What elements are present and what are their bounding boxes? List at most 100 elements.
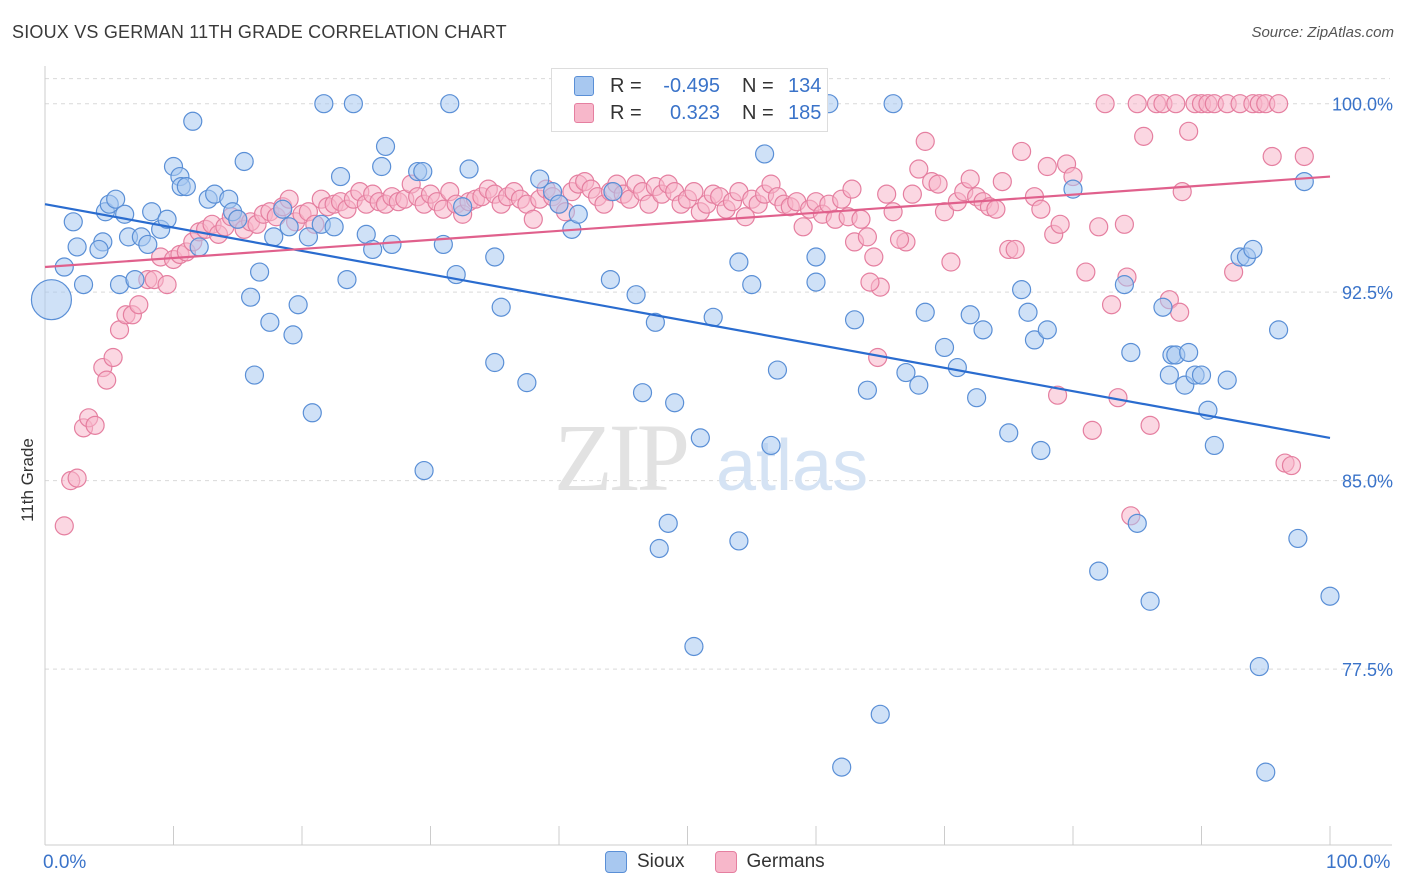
legend-n-label: N = [742,74,774,97]
sioux-point [414,460,434,481]
sioux-point [1037,320,1057,340]
sioux-point [1018,302,1038,322]
sioux-point [665,393,685,413]
sioux-point [279,217,299,237]
sioux-point [1204,435,1224,456]
germans-point [883,202,903,222]
germans-point [157,275,177,295]
sioux-point [337,269,357,290]
sioux-point [459,159,479,179]
sioux-point [603,182,623,202]
watermark-atlas: atlas [716,426,868,506]
germans-point [54,516,74,536]
x-tick-label-right: 100.0% [1326,852,1391,873]
legend-swatch-sioux [574,76,594,96]
y-tick-label: 85.0% [1342,472,1393,492]
legend-n-value-sioux: 134 [788,74,822,97]
sioux-point [729,531,749,551]
sioux-point [632,383,653,403]
germans-point [1134,126,1154,146]
sioux-point [234,151,254,172]
germans-point [1101,295,1122,315]
sioux-point [1114,275,1135,295]
sioux-point [298,227,319,247]
sioux-point [372,156,392,177]
sioux-point [125,269,145,290]
sioux-point [89,239,109,260]
watermark: ZIP atlas [554,404,868,511]
germans-point [851,209,871,229]
germans-point [915,131,935,151]
trend-lines [44,175,1331,439]
sioux-point [645,312,665,332]
chart-title: SIOUX VS GERMAN 11TH GRADE CORRELATION C… [12,22,507,42]
germans-point [1127,94,1147,114]
sioux-point [754,144,775,164]
germans-point [889,229,910,249]
germans-trend-line [44,175,1331,269]
legend-n-label: N = [742,101,774,124]
sioux-point [530,169,550,189]
germans-point [1047,385,1068,405]
sioux-point [176,177,196,197]
sioux-point [967,388,987,408]
sioux-point [517,373,537,393]
sioux-point [106,189,126,209]
sioux-point [330,166,351,187]
sioux-point [1011,280,1032,300]
germans-point [909,159,929,179]
germans-point [960,169,980,189]
germans-point [85,415,105,435]
sioux-point [870,704,890,724]
sioux-point [947,357,967,378]
y-axis-label: 11th Grade [18,438,37,522]
sioux-point [1153,297,1173,317]
sioux-trend-line [44,203,1331,439]
germans-point [103,347,123,368]
correlation-legend: R = -0.495 N = 134 R = 0.323 N = 185 [551,68,828,132]
sioux-point [742,275,762,295]
germans-point [1011,141,1032,162]
sioux-point [375,136,396,157]
sioux-point [960,305,980,325]
sioux-point [302,403,322,423]
germans-point [1095,94,1115,114]
sioux-point [915,302,935,322]
sioux-point [767,360,788,380]
germans-point [857,227,878,247]
germans-point [793,217,813,237]
germans-point [1140,415,1160,435]
germans-point [992,171,1012,192]
germans-point [129,295,149,315]
germans-point [1031,199,1051,219]
sioux-point [241,287,261,307]
sioux-points [30,94,1340,782]
germans-point [1170,302,1190,322]
sioux-point [343,94,363,114]
sioux-point [244,365,265,385]
y-tick-label: 77.5% [1342,660,1393,680]
sioux-point [189,237,209,257]
germans-point [523,209,543,229]
sioux-point [485,247,505,267]
germans-point [1179,121,1199,141]
legend-row-germans: R = 0.323 N = 185 [574,100,821,126]
sioux-point [549,194,569,214]
legend-r-label: R = [610,101,642,124]
sioux-point [73,275,94,295]
sioux-point [600,269,621,290]
germans-point [860,272,880,292]
sioux-point [228,209,248,229]
sioux-point [1089,561,1109,581]
x-tick-label-left: 0.0% [43,852,87,873]
sioux-point [883,94,903,114]
sioux-point [264,227,284,247]
sioux-point [63,212,83,232]
legend-r-value-sioux: -0.495 [663,74,720,97]
sioux-point [973,320,993,340]
axis-layer [44,66,1392,846]
germans-point [1262,146,1282,167]
sioux-point [1256,762,1276,782]
sioux-point [138,234,158,255]
sioux-point [1191,365,1212,385]
